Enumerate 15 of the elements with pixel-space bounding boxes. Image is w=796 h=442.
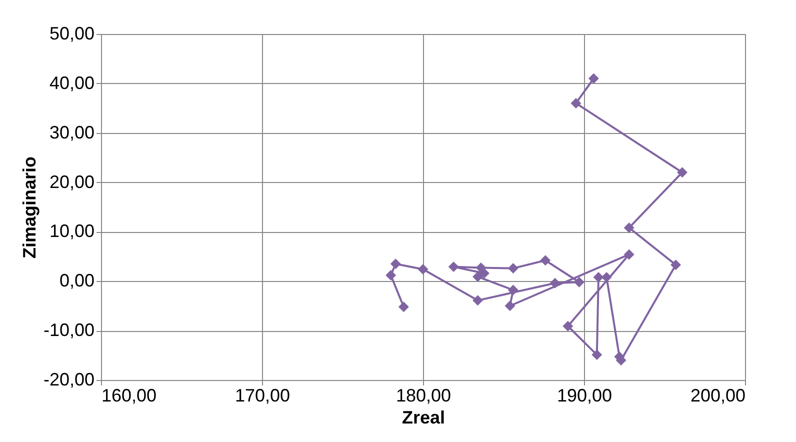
y-tick-label: 20,00 [49, 172, 94, 192]
x-tick-label: 200,00 [690, 386, 746, 406]
x-tick-label: 180,00 [396, 386, 452, 406]
x-tick-label: 170,00 [234, 386, 290, 406]
y-axis-title: Zimaginario [19, 156, 40, 259]
y-tick-label: 40,00 [49, 72, 94, 93]
y-tick-label: -10,00 [43, 320, 94, 340]
x-tick-label: 190,00 [556, 386, 612, 406]
y-tick-label: -20,00 [43, 370, 94, 390]
y-tick-label: 10,00 [49, 221, 94, 242]
y-tick-label: 30,00 [49, 122, 94, 142]
y-tick-label: 50,00 [49, 24, 94, 44]
y-tick-label: 0,00 [59, 270, 94, 291]
x-axis-title: Zreal [402, 408, 446, 428]
x-tick-label: 160,00 [102, 386, 157, 406]
